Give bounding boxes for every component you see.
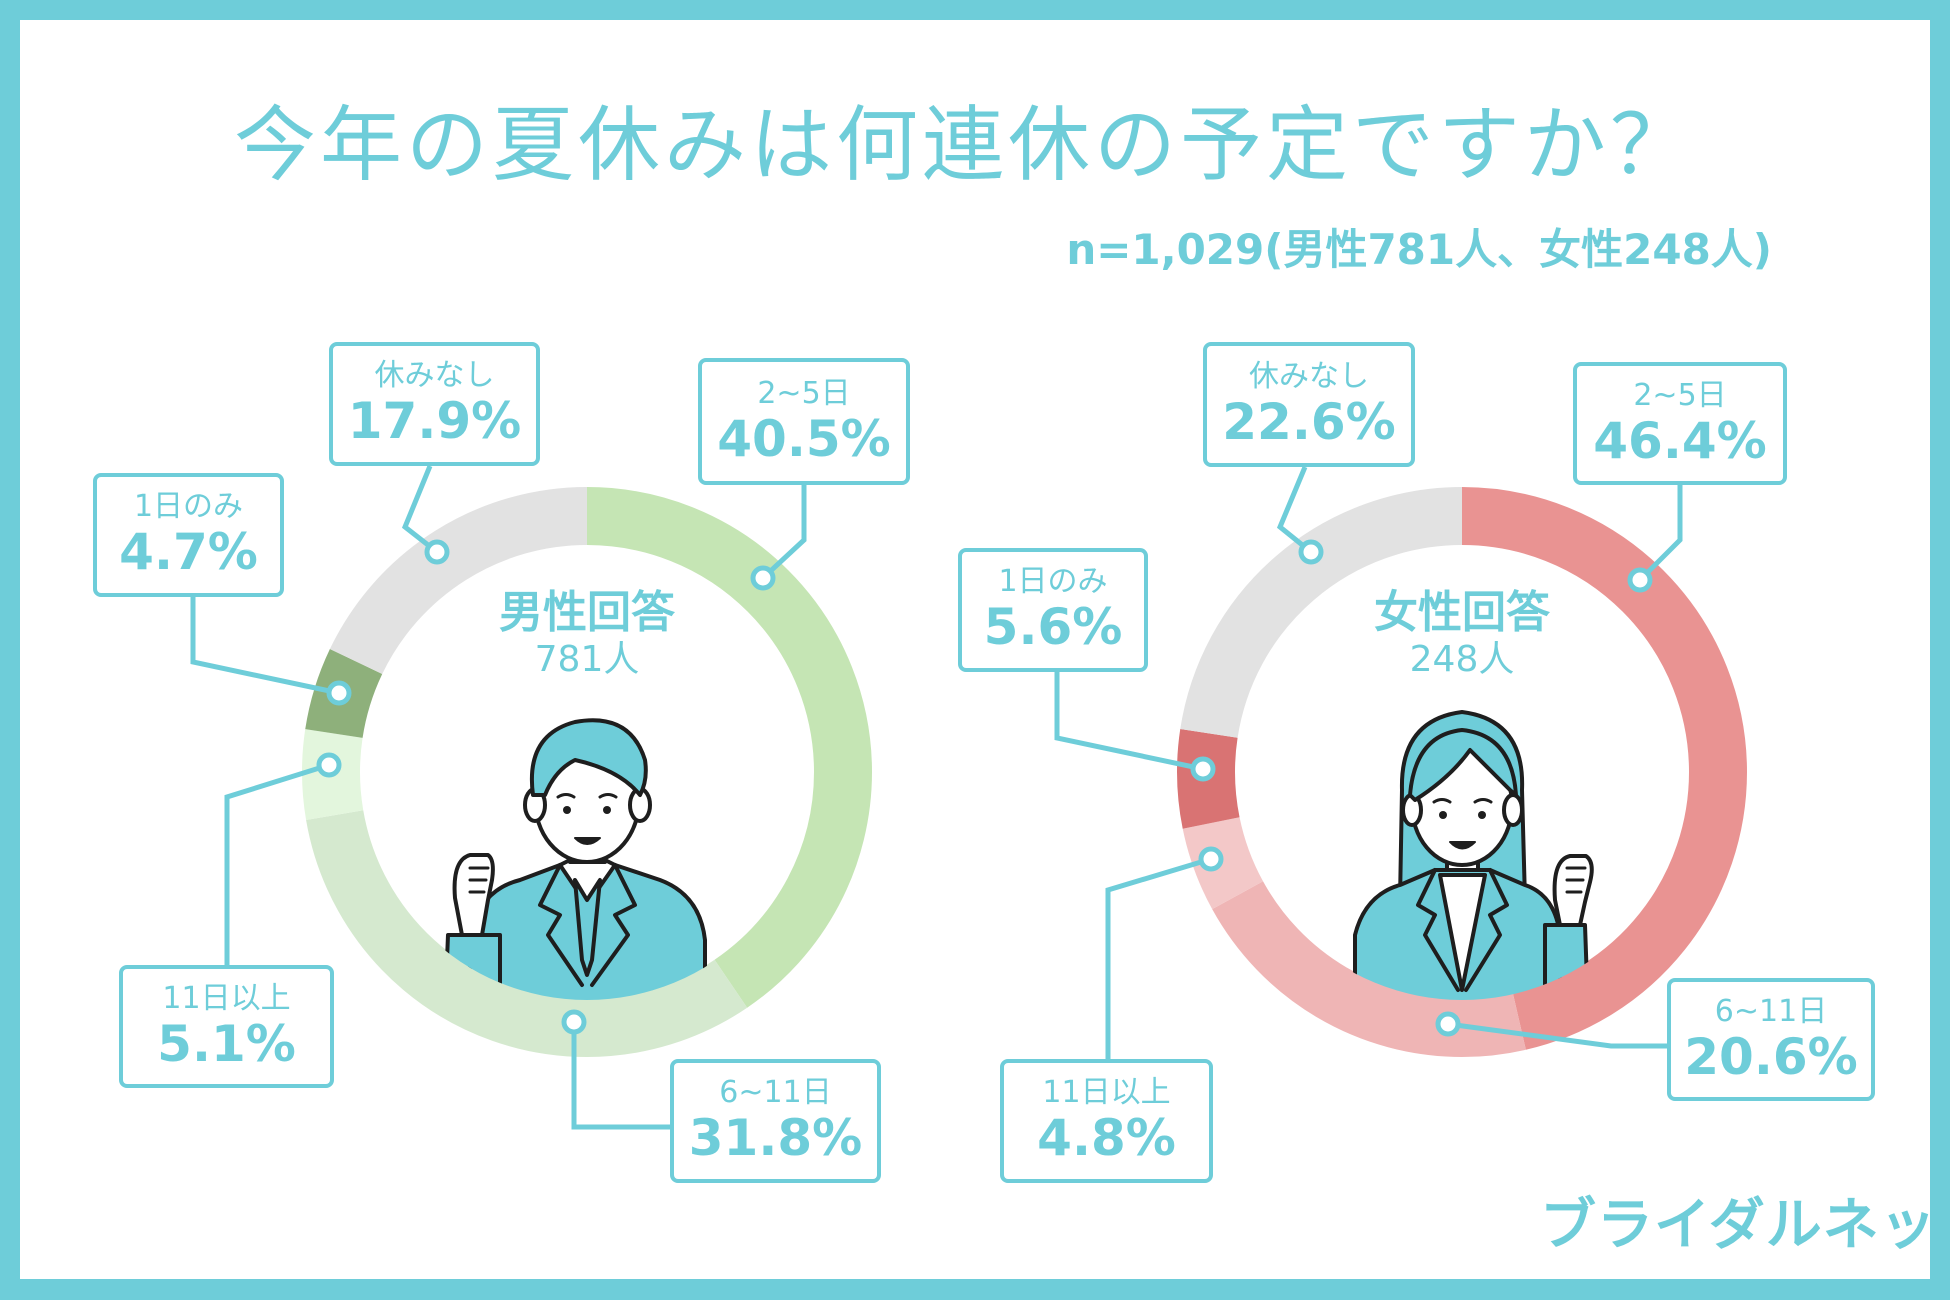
category-label: 11日以上 [1042,1075,1171,1110]
dot-male-6-11-days [561,1009,587,1035]
percentage-value: 5.1% [157,1014,296,1073]
female-label-no-holiday: 休みなし 22.6% [1203,342,1415,467]
category-label: 1日のみ [998,564,1108,599]
sample-size-note: n=1,029(男性781人、女性248人) [1066,225,1772,274]
male-label-6-11-days: 6~11日 31.8% [670,1059,881,1183]
percentage-value: 46.4% [1593,411,1767,470]
connector-male-2-5-days [761,485,807,580]
dot-female-2-5-days [1627,567,1653,593]
category-label: 1日のみ [133,489,244,524]
female-center-label: 女性回答 248人 [1312,588,1612,682]
businesswoman-illustration [1353,710,1594,1000]
male-center-label: 男性回答 781人 [437,588,737,682]
dot-male-1-day [326,680,352,706]
male-label-no-holiday: 休みなし 17.9% [329,342,540,466]
dot-male-no-holiday [424,539,450,565]
category-label: 2~5日 [1633,377,1727,413]
female-count-label: 248人 [1409,639,1515,680]
connector-female-6-11-days [1447,1021,1667,1049]
dot-female-11-plus [1198,846,1224,872]
female-segment-no-holiday [1177,487,1747,1057]
female-label-1-day: 1日のみ 5.6% [958,548,1148,672]
percentage-value: 4.7% [119,523,258,581]
connector-male-11-plus [224,762,330,965]
percentage-value: 20.6% [1684,1027,1858,1086]
female-connectors [1054,466,1683,1059]
connector-female-no-holiday [1276,466,1313,554]
male-connectors [190,465,807,1130]
male-label-11-plus-days: 11日以上 5.1% [119,965,334,1088]
category-label: 2~5日 [757,375,851,411]
connector-male-1-day [190,597,340,696]
percentage-value: 40.5% [717,409,891,468]
category-label: 休みなし [374,358,495,393]
percentage-value: 5.6% [983,598,1123,656]
male-label-1-day: 1日のみ 4.7% [93,473,284,597]
dot-female-1-day [1190,756,1216,782]
male-segment-no-holiday [302,487,872,1057]
male-count-label: 781人 [534,639,640,680]
percentage-value: 22.6% [1222,392,1396,451]
category-label: 11日以上 [162,980,291,1016]
category-label: 休みなし [1249,358,1369,394]
percentage-value: 17.9% [347,392,522,450]
category-label: 6~11日 [719,1075,832,1110]
female-group-label: 女性回答 [1374,587,1550,638]
female-label-11-plus-days: 11日以上 4.8% [1000,1059,1213,1183]
connector-female-1-day [1054,672,1204,772]
dot-male-2-5-days [750,565,776,591]
percentage-value: 31.8% [688,1109,863,1167]
connector-female-2-5-days [1638,485,1683,582]
connector-male-no-holiday [401,465,439,554]
businessman-illustration [443,718,707,1000]
male-segment-6-11-days [302,487,872,1057]
category-label: 6~11日 [1714,993,1828,1029]
male-group-label: 男性回答 [499,587,675,638]
female-label-2-5-days: 2~5日 46.4% [1573,362,1787,485]
dot-female-no-holiday [1298,539,1324,565]
page-title: 今年の夏休みは何連休の予定ですか？ [233,98,1696,193]
dot-male-11-plus [316,752,342,778]
dot-female-6-11-days [1435,1011,1461,1037]
female-label-6-11-days: 6~11日 20.6% [1667,978,1875,1101]
male-label-2-5-days: 2~5日 40.5% [698,358,910,485]
connector-female-11-plus [1105,856,1212,1059]
female-connector-dots [1190,539,1653,1037]
connector-male-6-11-days [571,1022,670,1130]
male-connector-dots [316,539,776,1035]
brand-logo: ブライダルネット [1540,1193,1950,1258]
percentage-value: 4.8% [1037,1109,1176,1167]
